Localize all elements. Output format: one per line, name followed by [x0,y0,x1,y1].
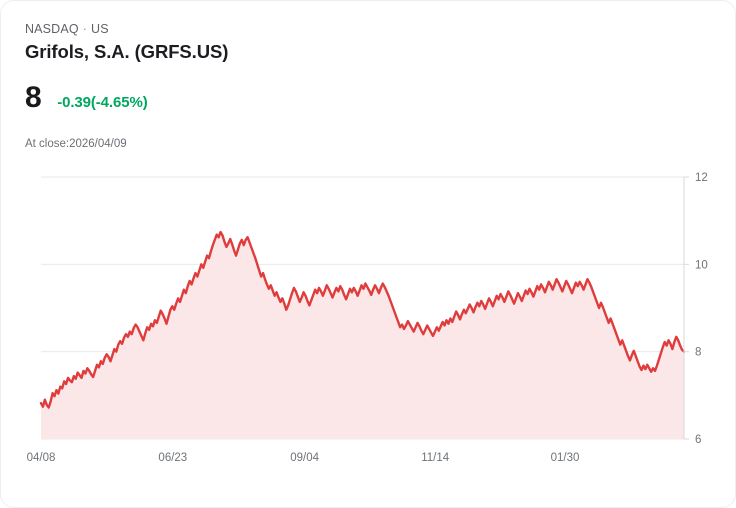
price-change: -0.39(-4.65%) [57,94,148,111]
price-row: 8 -0.39(-4.65%) [25,81,148,115]
page-title: Grifols, S.A. (GRFS.US) [25,41,229,62]
y-axis-label: 6 [695,434,701,446]
x-axis-label: 09/04 [290,452,319,464]
x-axis-labels: 04/08 06/23 09/04 11/14 01/30 [27,452,580,464]
y-axis-label: 10 [695,259,708,271]
region-code: US [91,22,109,36]
chart-area-fill [41,232,684,439]
quote-header: NASDAQ · US Grifols, S.A. (GRFS.US) 8 -0.3… [25,21,685,150]
x-axis-label: 06/23 [158,452,187,464]
exchange-name: NASDAQ [25,22,79,36]
chart-axis [683,176,689,440]
market-status: At close:2026/04/09 [25,138,127,150]
last-price: 8 [25,81,42,114]
chart-line [39,230,686,409]
exchange-line: NASDAQ · US [25,21,685,37]
y-axis-label: 12 [695,172,708,184]
line-path [39,230,686,409]
x-axis-label: 04/08 [27,452,56,464]
x-axis-label: 11/14 [421,452,450,464]
area-path [41,232,684,439]
y-axis-labels: 6 8 10 12 [695,172,708,446]
price-chart[interactable]: 6 8 10 12 04/08 06/23 09/04 11/14 01/30 [1,161,736,481]
x-axis-label: 01/30 [551,452,580,464]
separator-dot: · [82,22,88,36]
y-axis-label: 8 [695,347,701,359]
price-chart-svg[interactable]: 6 8 10 12 04/08 06/23 09/04 11/14 01/30 [1,161,736,481]
